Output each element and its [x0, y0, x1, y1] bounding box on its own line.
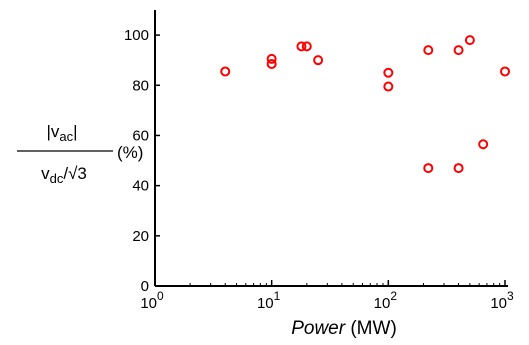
- y-axis-label: |vac| vdc/√3 (%): [17, 122, 143, 186]
- data-point: [478, 139, 489, 150]
- y-label-denominator: vdc/√3: [41, 164, 87, 186]
- x-tick-label: 103: [490, 289, 514, 312]
- x-tick-label: 101: [257, 289, 281, 312]
- y-tick-label: 40: [132, 178, 149, 195]
- data-point: [313, 55, 324, 66]
- y-tick-label: 100: [124, 27, 149, 44]
- x-ticks: 100 101 102 103: [140, 280, 514, 312]
- y-label-numerator: |vac|: [46, 122, 77, 144]
- data-points: [220, 35, 510, 174]
- data-point: [423, 45, 434, 56]
- x-axis-label: Power (MW): [291, 318, 397, 339]
- data-point: [464, 35, 475, 46]
- x-tick-label: 100: [140, 289, 164, 312]
- data-point: [383, 81, 394, 92]
- y-tick-label: 20: [132, 228, 149, 245]
- y-tick-label: 80: [132, 77, 149, 94]
- data-point: [500, 66, 510, 77]
- x-tick-label: 102: [374, 289, 398, 312]
- y-ticks: 0 20 40 60 80 100: [124, 27, 160, 295]
- y-tick-label: 0: [141, 278, 149, 295]
- data-point: [301, 41, 312, 52]
- data-point: [266, 53, 277, 64]
- data-point: [266, 58, 277, 69]
- data-point: [423, 163, 434, 174]
- data-point: [453, 163, 464, 174]
- data-point: [220, 66, 231, 77]
- y-tick-label: 60: [132, 127, 149, 144]
- data-point: [453, 45, 464, 56]
- data-point: [383, 67, 394, 78]
- data-point: [296, 41, 307, 52]
- y-label-unit: (%): [117, 143, 143, 162]
